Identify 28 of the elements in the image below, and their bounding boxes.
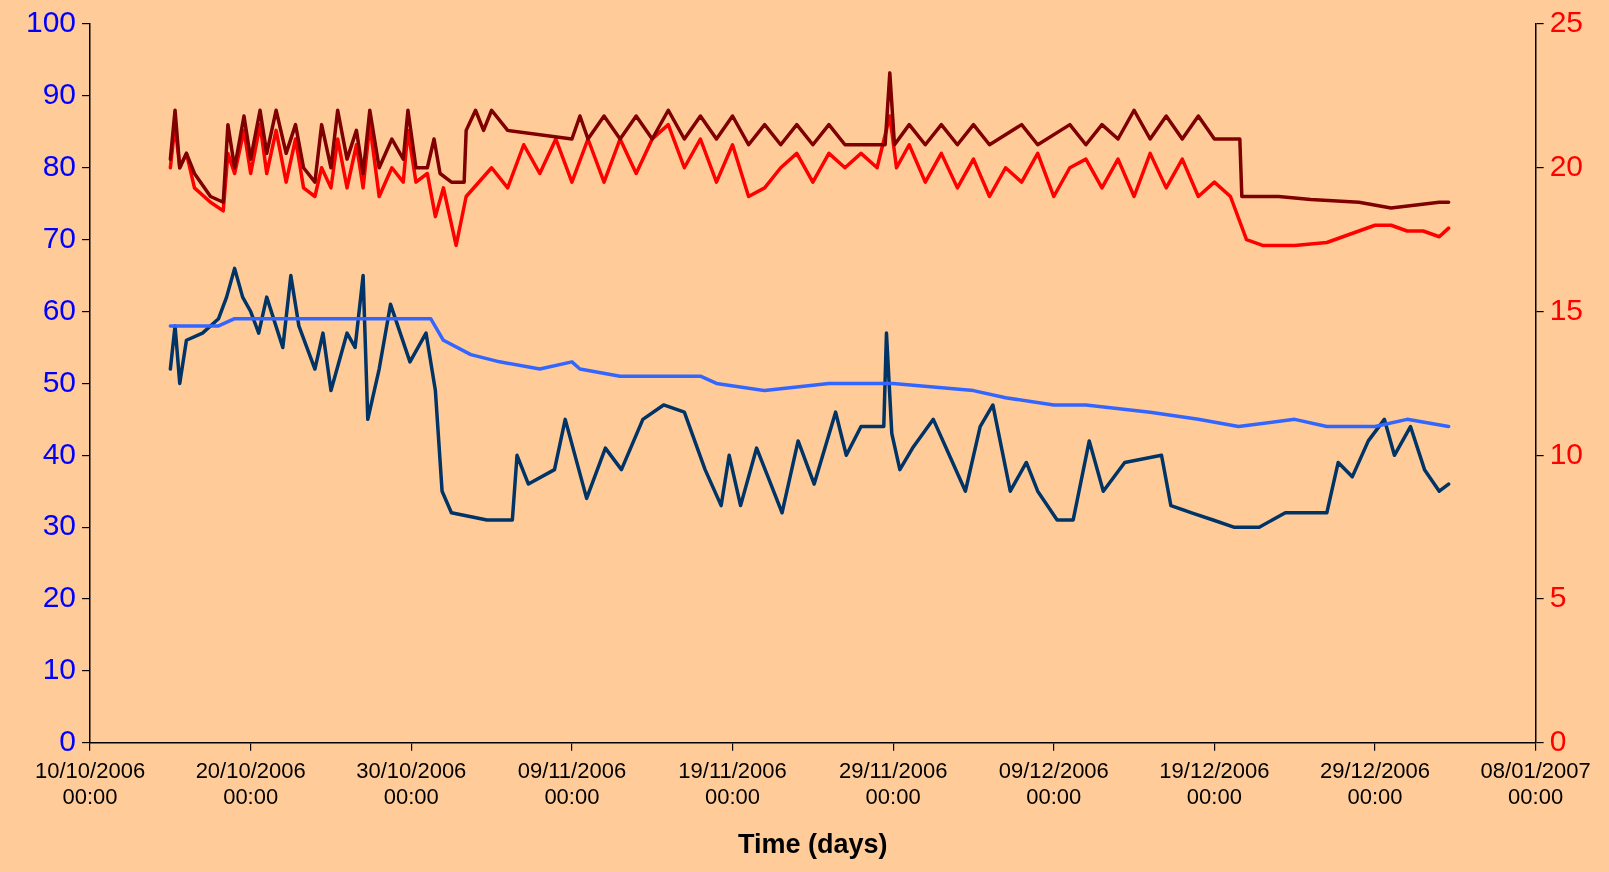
y-tick-label: 10 — [42, 652, 77, 686]
y-tick-label: 100 — [25, 5, 77, 39]
y-tick-label: 70 — [42, 220, 77, 254]
y2-tick-label: 5 — [1549, 580, 1567, 614]
y-tick-label: 50 — [42, 364, 77, 398]
x-tick-label: 19/12/2006 00:00 — [1159, 758, 1270, 810]
x-tick-label: 10/10/2006 00:00 — [35, 758, 146, 810]
x-tick-label: 08/01/2007 00:00 — [1480, 758, 1591, 810]
x-tick-label: 09/11/2006 00:00 — [517, 758, 627, 810]
x-tick-label: 20/10/2006 00:00 — [195, 758, 306, 810]
y2-tick-label: 20 — [1549, 149, 1584, 183]
y-tick-label: 90 — [42, 77, 77, 111]
y2-tick-label: 25 — [1549, 5, 1584, 39]
y-tick-label: 40 — [42, 436, 77, 470]
y-tick-label: 30 — [42, 508, 77, 542]
x-tick-label: 19/11/2006 00:00 — [678, 758, 787, 810]
y2-tick-label: 15 — [1549, 292, 1584, 326]
x-tick-label: 30/10/2006 00:00 — [356, 758, 467, 810]
y-tick-label: 80 — [42, 149, 77, 183]
y-tick-label: 60 — [42, 292, 77, 326]
x-tick-label: 29/12/2006 00:00 — [1319, 758, 1431, 810]
y-tick-label: 0 — [59, 724, 77, 758]
x-axis-title: Time (days) — [738, 829, 888, 860]
y2-tick-label: 10 — [1549, 436, 1584, 470]
y-tick-label: 20 — [42, 580, 77, 614]
y2-tick-label: 0 — [1549, 724, 1567, 758]
x-tick-label: 09/12/2006 00:00 — [998, 758, 1109, 810]
x-tick-label: 29/11/2006 00:00 — [838, 758, 948, 810]
